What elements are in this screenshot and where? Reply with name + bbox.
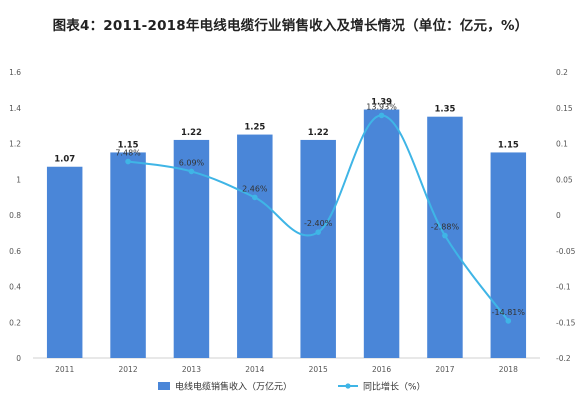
- growth-value-label: -14.81%: [492, 308, 526, 317]
- y-right-tick-label: 0.15: [556, 104, 573, 113]
- growth-value-label: 6.09%: [179, 158, 205, 167]
- x-tick-label: 2013: [182, 365, 201, 374]
- x-tick-label: 2015: [309, 365, 328, 374]
- y-left-tick-label: 1.4: [9, 104, 21, 113]
- growth-point: [252, 194, 258, 201]
- y-right-tick-label: 0.1: [556, 140, 568, 149]
- growth-point: [125, 158, 131, 165]
- y-right-tick-label: 0.2: [556, 68, 568, 77]
- legend: 电线电缆销售收入（万亿元） 同比增长（%）: [158, 381, 426, 393]
- bar-value-label: 1.22: [308, 128, 329, 138]
- y-left-tick-label: 0: [16, 354, 21, 363]
- y-left-tick-label: 0.8: [9, 211, 21, 220]
- growth-point: [378, 112, 385, 119]
- x-tick-label: 2017: [435, 365, 454, 374]
- y-right-tick-label: 0.05: [556, 175, 573, 184]
- bar: [173, 139, 210, 358]
- growth-point: [315, 229, 321, 235]
- growth-point: [188, 168, 195, 175]
- bar-value-label: 1.22: [181, 128, 202, 138]
- y-right-tick-label: 0: [556, 211, 561, 220]
- y-left-tick-label: 1.6: [9, 68, 21, 77]
- bar: [237, 134, 273, 358]
- growth-value-label: 13.93%: [366, 102, 397, 111]
- x-tick-label: 2011: [55, 365, 74, 374]
- y-left-tick-label: 1.2: [9, 140, 21, 149]
- bar-value-label: 1.07: [54, 155, 75, 165]
- bar: [363, 109, 400, 358]
- legend-label-line: 同比增长（%）: [363, 381, 426, 393]
- legend-label-bar: 电线电缆销售收入（万亿元）: [175, 381, 292, 393]
- bar-series: [46, 109, 527, 358]
- bar-value-label: 1.15: [498, 140, 519, 150]
- growth-point: [442, 232, 448, 239]
- bar: [110, 152, 146, 358]
- bar: [300, 139, 336, 358]
- y-left-tick-label: 0.6: [9, 247, 21, 256]
- legend-swatch-point: [345, 383, 351, 389]
- bar: [46, 166, 83, 358]
- y-left-tick-label: 0.4: [9, 283, 21, 292]
- x-tick-label: 2018: [499, 365, 518, 374]
- data-labels: 1.071.151.221.251.221.391.351.157.48%6.0…: [54, 98, 525, 317]
- bar-value-label: 1.39: [371, 98, 392, 108]
- y-left-tick-label: 0.2: [9, 318, 21, 327]
- bar-value-label: 1.35: [434, 105, 455, 115]
- x-tick-label: 2012: [119, 365, 138, 374]
- x-tick-label: 2014: [245, 365, 264, 374]
- bar-value-label: 1.25: [244, 123, 265, 133]
- axes-layer: 0 0.2 0.4 0.6 0.8 1 1.2 1.4 1.6 -0.2 -0.15 -0.1 -0.0…: [9, 68, 576, 374]
- growth-point: [505, 318, 512, 324]
- chart-title: 图表4：2011-2018年电线电缆行业销售收入及增长情况（单位：亿元，%）: [52, 18, 529, 34]
- y-right-tick-label: -0.2: [556, 354, 571, 363]
- y-right-tick-label: -0.15: [556, 318, 576, 327]
- growth-value-label: 2.46%: [242, 184, 268, 193]
- growth-value-label: 7.48%: [115, 149, 141, 158]
- growth-value-label: -2.88%: [431, 223, 460, 232]
- line-series: [125, 112, 512, 324]
- bar: [490, 152, 527, 358]
- legend-swatch-bar: [158, 382, 170, 390]
- growth-value-label: -2.40%: [304, 219, 333, 228]
- y-left-tick-label: 1: [16, 175, 21, 184]
- y-right-tick-label: -0.1: [556, 283, 571, 292]
- bar-value-label: 1.15: [118, 140, 139, 150]
- y-right-tick-label: -0.05: [556, 247, 576, 256]
- x-tick-label: 2016: [372, 365, 391, 374]
